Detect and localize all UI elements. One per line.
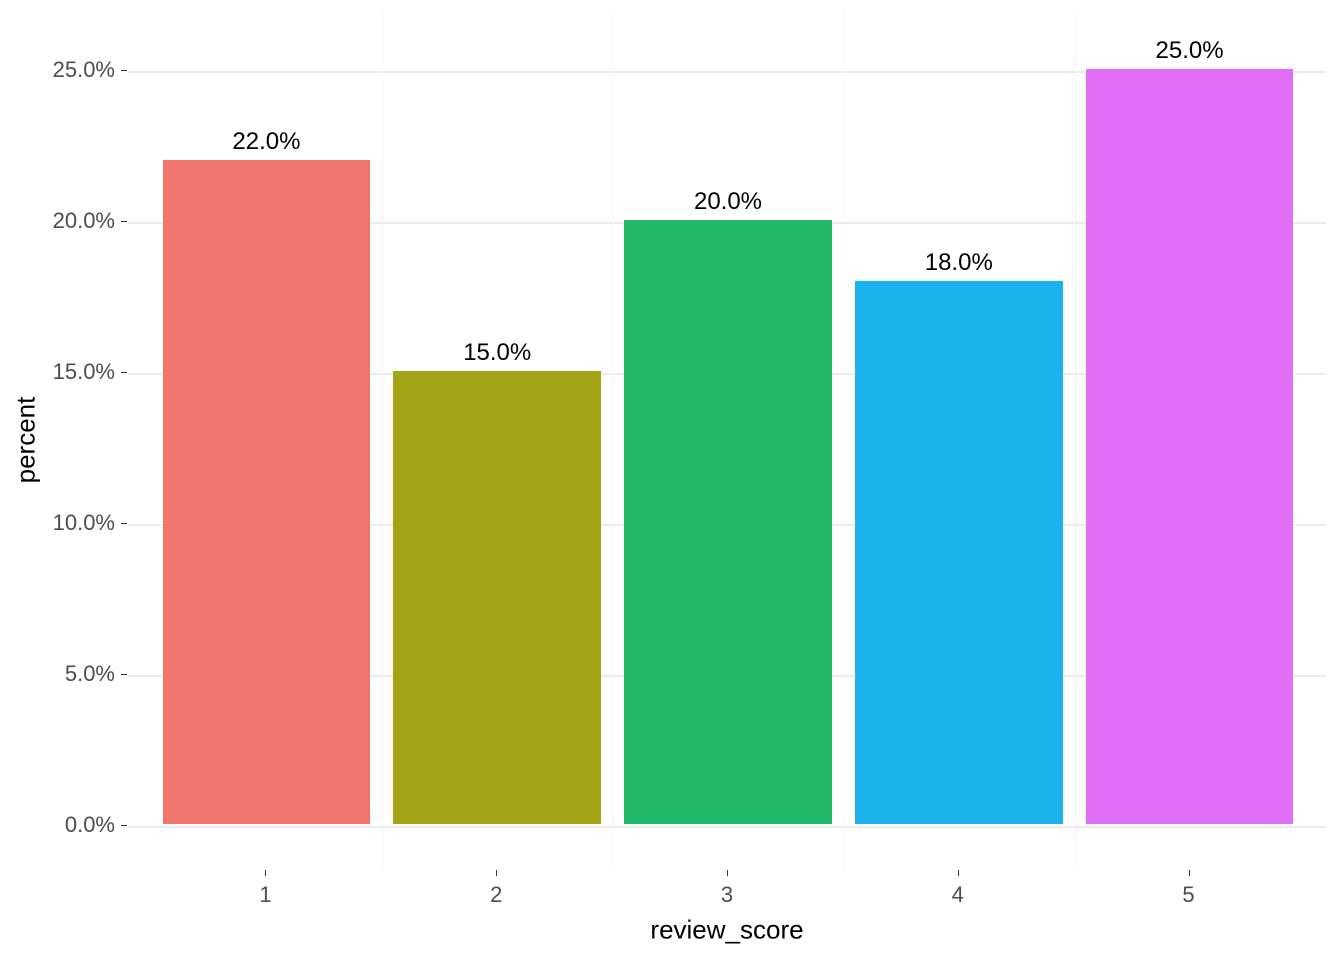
- bar-chart: 22.0% 15.0% 20.0% 18.0% 25.0% 0.0% 5.0% 10.0% 1…: [0, 0, 1344, 960]
- x-tick-mark: [496, 870, 497, 876]
- x-tick-label: 5: [1182, 882, 1194, 908]
- gridline-vertical-minor: [843, 11, 844, 869]
- y-tick-mark: [121, 221, 127, 222]
- y-tick-label: 15.0%: [53, 359, 115, 385]
- y-tick-mark: [121, 523, 127, 524]
- x-tick-label: 2: [490, 882, 502, 908]
- gridline-vertical-minor: [1074, 11, 1075, 869]
- bar: [393, 371, 601, 824]
- bar-value-label: 15.0%: [463, 339, 531, 367]
- bar-value-label: 22.0%: [232, 128, 300, 156]
- x-axis-title: review_score: [650, 915, 803, 946]
- x-tick-label: 4: [952, 882, 964, 908]
- y-tick-label: 10.0%: [53, 510, 115, 536]
- x-tick-label: 1: [259, 882, 271, 908]
- y-axis-title: percent: [11, 397, 42, 484]
- gridline-vertical-minor: [613, 11, 614, 869]
- y-tick-label: 0.0%: [65, 812, 115, 838]
- x-tick-mark: [1189, 870, 1190, 876]
- bar-value-label: 20.0%: [694, 188, 762, 216]
- y-tick-label: 20.0%: [53, 208, 115, 234]
- y-tick-label: 5.0%: [65, 661, 115, 687]
- bar: [855, 281, 1063, 824]
- gridline-vertical-minor: [382, 11, 383, 869]
- y-tick-label: 25.0%: [53, 57, 115, 83]
- bar: [1086, 69, 1294, 823]
- y-tick-mark: [121, 70, 127, 71]
- y-tick-mark: [121, 372, 127, 373]
- gridline-horizontal: [128, 826, 1326, 828]
- x-tick-mark: [727, 870, 728, 876]
- y-tick-mark: [121, 674, 127, 675]
- bar: [624, 220, 832, 824]
- plot-panel: 22.0% 15.0% 20.0% 18.0% 25.0%: [127, 10, 1327, 870]
- x-tick-mark: [265, 870, 266, 876]
- x-tick-mark: [958, 870, 959, 876]
- bar: [163, 160, 371, 824]
- y-tick-mark: [121, 825, 127, 826]
- bar-value-label: 25.0%: [1156, 37, 1224, 65]
- x-tick-label: 3: [721, 882, 733, 908]
- bar-value-label: 18.0%: [925, 249, 993, 277]
